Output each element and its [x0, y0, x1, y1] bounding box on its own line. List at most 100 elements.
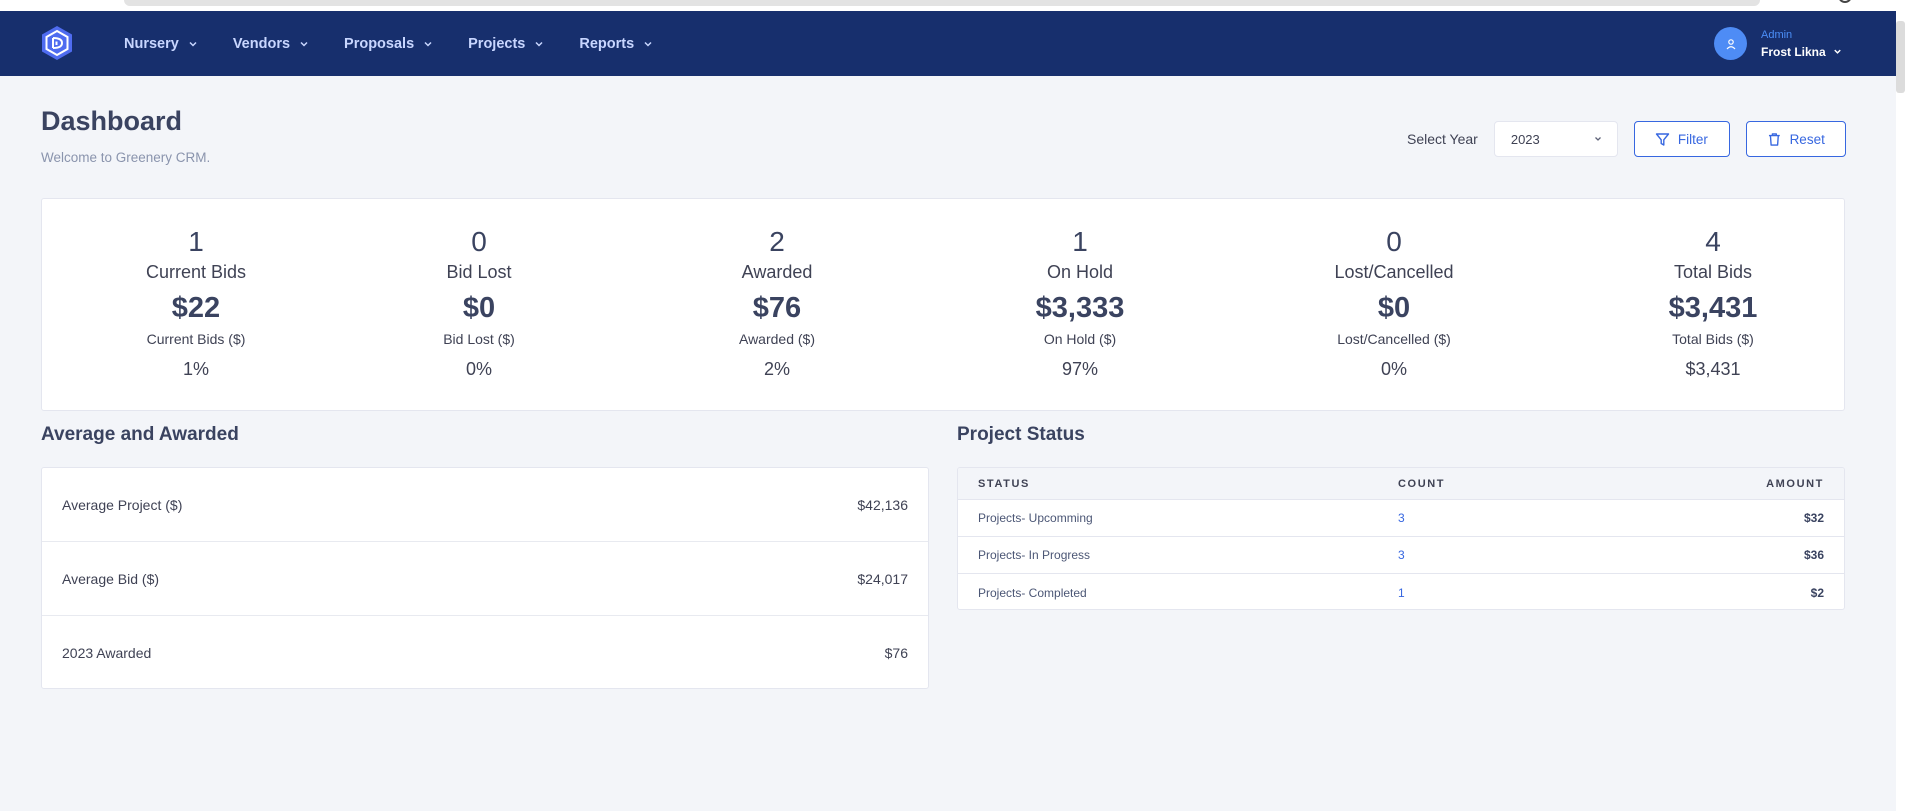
- table-row: Projects- In Progress 3 $36: [958, 537, 1844, 574]
- nav-projects[interactable]: Projects: [468, 36, 545, 52]
- project-status-title: Project Status: [957, 424, 1085, 445]
- cell-amount: $36: [1803, 548, 1824, 562]
- page-subtitle: Welcome to Greenery CRM.: [41, 150, 211, 165]
- nav-label: Reports: [579, 35, 635, 52]
- user-name[interactable]: Frost Likna: [1761, 45, 1843, 59]
- average-row-value: $24,017: [857, 570, 908, 587]
- stat-label: Bid Lost: [446, 262, 512, 282]
- reset-button[interactable]: Reset: [1745, 121, 1846, 157]
- list-item: Average Bid ($) $24,017: [42, 542, 928, 616]
- stat-amount-label: Awarded ($): [738, 331, 815, 347]
- stat-percent: 97%: [1061, 359, 1099, 379]
- stat-awarded: 2 Awarded $76 Awarded ($) 2%: [657, 199, 897, 380]
- stat-count: 1: [188, 226, 204, 257]
- column-header-count: COUNT: [1398, 477, 1446, 490]
- stat-amount-label: Lost/Cancelled ($): [1337, 331, 1451, 347]
- stat-percent: $3,431: [1685, 359, 1741, 379]
- browser-address-bar: [124, 0, 1760, 6]
- project-status-table: STATUS COUNT AMOUNT Projects- Upcomming …: [957, 467, 1845, 610]
- chevron-down-icon: [424, 41, 432, 47]
- stat-count: 2: [769, 226, 785, 257]
- stat-percent: 0%: [1380, 359, 1407, 379]
- cell-count[interactable]: 1: [1398, 585, 1405, 600]
- year-select[interactable]: 2023: [1493, 121, 1618, 157]
- nav-vendors[interactable]: Vendors: [233, 36, 310, 52]
- stat-percent: 2%: [763, 359, 790, 379]
- cell-status: Projects- Upcomming: [978, 511, 1093, 525]
- nav-proposals[interactable]: Proposals: [344, 36, 434, 52]
- browser-menu-icon: [1838, 0, 1852, 3]
- dashboard-toolbar: Select Year 2023 Filter Reset: [1407, 121, 1846, 157]
- chevron-down-icon: [535, 41, 543, 47]
- avatar[interactable]: [1714, 27, 1747, 60]
- vertical-scrollbar[interactable]: [1896, 11, 1906, 811]
- table-row: Projects- Completed 1 $2: [958, 574, 1844, 609]
- stat-amount-label: Total Bids ($): [1672, 331, 1754, 347]
- user-icon: [1726, 38, 1735, 49]
- chevron-down-icon: [189, 41, 197, 47]
- nav-nursery[interactable]: Nursery: [124, 36, 199, 52]
- user-name-label: Frost Likna: [1761, 44, 1826, 59]
- stat-amount: $3,333: [1035, 292, 1125, 324]
- stat-current-bids: 1 Current Bids $22 Current Bids ($) 1%: [76, 199, 316, 380]
- cell-count[interactable]: 3: [1398, 511, 1405, 525]
- list-item: 2023 Awarded $76: [42, 616, 928, 690]
- cell-status: Projects- Completed: [978, 585, 1087, 600]
- top-navbar: Nursery Vendors Proposals Projects Repor…: [0, 11, 1896, 76]
- nav-label: Proposals: [344, 35, 415, 52]
- stat-label: Awarded: [741, 262, 813, 282]
- stat-total-bids: 4 Total Bids $3,431 Total Bids ($) $3,43…: [1593, 199, 1833, 380]
- user-menu[interactable]: Admin Frost Likna: [1714, 11, 1843, 76]
- average-section-title: Average and Awarded: [41, 424, 239, 445]
- average-row-label: Average Bid ($): [62, 570, 160, 587]
- nav-label: Projects: [468, 35, 526, 52]
- chevron-down-icon: [300, 41, 308, 47]
- filter-label: Filter: [1677, 131, 1708, 147]
- cell-count[interactable]: 3: [1398, 548, 1405, 562]
- stat-count: 4: [1705, 226, 1721, 257]
- app-logo-icon[interactable]: [38, 24, 76, 62]
- stat-amount: $0: [1377, 292, 1411, 324]
- average-row-value: $42,136: [857, 496, 908, 513]
- average-row-value: $76: [884, 645, 908, 661]
- chevron-down-icon: [1594, 137, 1601, 141]
- stat-label: On Hold: [1046, 262, 1114, 282]
- stat-amount: $0: [462, 292, 496, 324]
- cell-amount: $2: [1810, 585, 1824, 600]
- browser-top-strip: [0, 0, 1906, 11]
- filter-icon: [1655, 132, 1670, 146]
- stat-percent: 1%: [182, 359, 209, 379]
- stat-bid-lost: 0 Bid Lost $0 Bid Lost ($) 0%: [359, 199, 599, 380]
- nav-reports[interactable]: Reports: [579, 36, 654, 52]
- table-row: Projects- Upcomming 3 $32: [958, 500, 1844, 537]
- average-row-label: Average Project ($): [62, 496, 183, 513]
- bid-stats-card: 1 Current Bids $22 Current Bids ($) 1% 0…: [41, 198, 1845, 411]
- stat-amount: $3,431: [1668, 292, 1758, 324]
- stat-count: 0: [1386, 226, 1402, 257]
- user-role: Admin: [1761, 28, 1793, 41]
- stat-count: 0: [471, 226, 487, 257]
- list-item: Average Project ($) $42,136: [42, 468, 928, 542]
- stat-amount-label: Bid Lost ($): [443, 331, 515, 347]
- main-nav: Nursery Vendors Proposals Projects Repor…: [124, 11, 688, 76]
- year-value: 2023: [1510, 131, 1540, 147]
- nav-label: Vendors: [232, 35, 291, 52]
- stat-amount: $22: [171, 292, 221, 324]
- chevron-down-icon: [1833, 49, 1841, 54]
- chevron-down-icon: [644, 41, 652, 47]
- stat-label: Total Bids: [1673, 262, 1753, 282]
- trash-icon: [1768, 132, 1780, 146]
- cell-amount: $32: [1803, 511, 1824, 525]
- nav-label: Nursery: [124, 35, 179, 52]
- year-label: Select Year: [1407, 131, 1478, 147]
- column-header-status: STATUS: [978, 477, 1030, 490]
- filter-button[interactable]: Filter: [1633, 121, 1730, 157]
- stat-lost-cancelled: 0 Lost/Cancelled $0 Lost/Cancelled ($) 0…: [1274, 199, 1514, 380]
- scrollbar-thumb[interactable]: [1896, 21, 1905, 93]
- stat-amount-label: On Hold ($): [1043, 331, 1117, 347]
- average-row-label: 2023 Awarded: [62, 645, 152, 661]
- stat-label: Current Bids: [145, 262, 247, 282]
- cell-status: Projects- In Progress: [978, 548, 1091, 562]
- stat-on-hold: 1 On Hold $3,333 On Hold ($) 97%: [960, 199, 1200, 380]
- user-info: Admin Frost Likna: [1761, 29, 1843, 59]
